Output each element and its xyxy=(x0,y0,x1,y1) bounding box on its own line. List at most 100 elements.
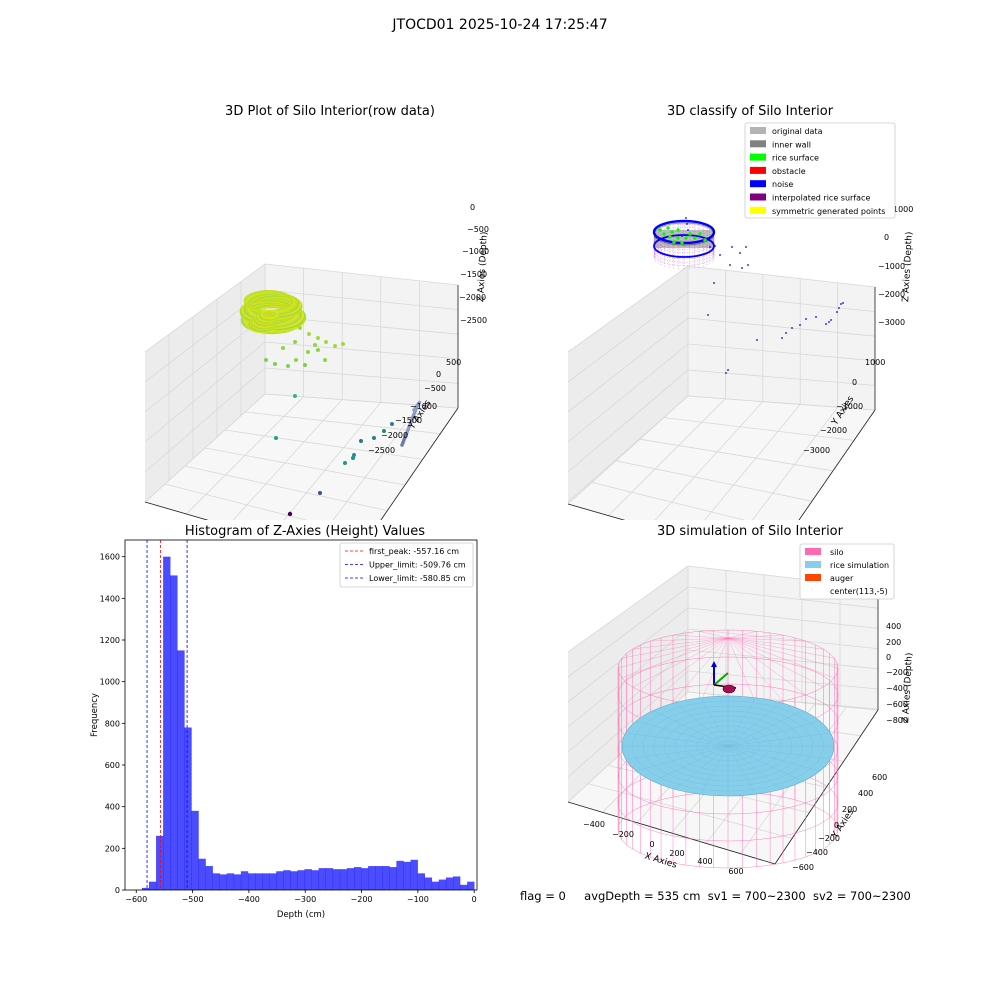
p3-y-tick-label: 200 xyxy=(105,844,120,853)
p1-axis-line xyxy=(144,501,209,520)
p2-noise-point xyxy=(805,318,807,320)
p4-legend-swatch xyxy=(805,548,821,555)
p2-pane-floor xyxy=(568,396,875,520)
p2-noise-point xyxy=(739,252,741,254)
p4-legend-label: rice simulation xyxy=(830,561,889,570)
p3-y-tick-label: 1400 xyxy=(100,594,120,603)
silo-wire xyxy=(727,637,839,669)
p4-x-tick-label: 200 xyxy=(669,849,684,858)
p2-noise-point xyxy=(729,264,731,266)
histogram-bar xyxy=(233,874,242,890)
p1-scatter-point xyxy=(281,346,285,350)
histogram-bar xyxy=(304,869,312,890)
p1-scatter-point xyxy=(274,436,278,440)
silo-wire xyxy=(650,637,729,642)
p2-noise-point xyxy=(781,337,783,339)
histogram-bar xyxy=(339,869,348,890)
rice-simulation-mesh xyxy=(636,720,729,747)
p1-scatter-point xyxy=(417,400,422,405)
histogram-bar xyxy=(156,835,164,890)
p2-z-tick-label: −2000 xyxy=(878,290,905,299)
p4-gridline xyxy=(567,670,689,778)
histogram-bar xyxy=(375,866,383,890)
p4-z-tick-label: −800 xyxy=(886,716,908,725)
p2-noise-point xyxy=(838,307,840,309)
p1-z-tick-label: −2000 xyxy=(459,293,486,302)
p1-scatter-point xyxy=(343,461,347,465)
p2-gridline xyxy=(567,317,689,413)
silo-wire xyxy=(672,637,729,702)
rice-simulation-mesh xyxy=(727,710,804,747)
p4-legend-label: auger xyxy=(830,574,854,583)
p2-interpolated-surface xyxy=(653,239,715,263)
p2-rice-surface-point xyxy=(658,228,662,232)
p2-noise-point xyxy=(741,267,743,269)
p2-legend-swatch xyxy=(750,206,766,214)
p4-gridline xyxy=(687,607,879,629)
p4-x-tick-label: 600 xyxy=(728,867,743,876)
histogram-bar xyxy=(353,867,362,890)
axis-arrow-z xyxy=(711,661,717,667)
p1-y-tick-label: −2000 xyxy=(381,431,408,440)
p4-y-tick-label: 600 xyxy=(872,773,887,782)
rice-simulation-mesh xyxy=(727,745,804,782)
p2-legend-label: obstacle xyxy=(772,167,806,176)
rice-simulation-mesh xyxy=(674,702,729,747)
p2-z-tick-label: −1000 xyxy=(878,262,905,271)
p4-z-tick-label: −400 xyxy=(886,684,908,693)
p4-x-tick-label: −200 xyxy=(612,830,634,839)
p2-rice-surface-point xyxy=(698,232,702,236)
p2-rice-surface-point xyxy=(670,230,674,234)
p2-noise-point xyxy=(714,245,716,247)
histogram-bar xyxy=(240,871,249,890)
p1-y-tick-label: −1500 xyxy=(395,416,422,425)
silo-wire xyxy=(621,637,729,679)
p2-gridline xyxy=(687,343,876,362)
histogram-bar xyxy=(452,876,461,890)
histogram-bar xyxy=(460,884,468,890)
histogram-bar xyxy=(297,870,305,890)
p1-pane-left xyxy=(145,264,265,502)
silo-wire xyxy=(632,637,729,688)
p2-gridline xyxy=(567,343,689,443)
p1-axis-line xyxy=(380,407,459,520)
auger xyxy=(722,684,736,694)
p1-gridline xyxy=(264,393,459,409)
silo-wire xyxy=(727,631,757,639)
histogram-bar xyxy=(170,575,178,890)
p1-scatter-point xyxy=(351,456,355,460)
p1-y-tick-label: −1000 xyxy=(410,402,437,411)
sv1-text: sv1 = 700~2300 xyxy=(707,889,806,903)
p1-scatter-point xyxy=(323,358,327,362)
p4-z-tick-label: 200 xyxy=(886,638,901,647)
silo-wire xyxy=(699,631,729,639)
histogram-bar xyxy=(226,873,235,890)
p4-z-axis-label: Z Axies (Depth) xyxy=(901,652,915,723)
p4-x-tick-label: 0 xyxy=(649,840,654,849)
p4-axis-line xyxy=(774,709,879,865)
p2-rice-surface-point xyxy=(693,236,697,240)
p3-x-tick-label: −100 xyxy=(407,895,429,904)
p2-rice-surface-point xyxy=(676,228,680,232)
histogram-bar xyxy=(445,877,454,890)
histogram-bar xyxy=(424,877,433,890)
p1-scatter-point xyxy=(303,363,307,367)
p1-gridline xyxy=(264,289,459,310)
histogram-bar xyxy=(467,881,475,890)
p1-scatter-point xyxy=(294,358,298,362)
p4-y-tick-label: −200 xyxy=(818,834,840,843)
p2-noise-rim xyxy=(653,234,715,258)
histogram-bar xyxy=(141,887,150,890)
p2-gridline xyxy=(687,395,876,411)
sv2-text: sv2 = 700~2300 xyxy=(812,889,911,903)
histogram-bar xyxy=(290,871,298,890)
p2-legend-swatch xyxy=(750,140,766,148)
p1-gridline xyxy=(144,315,266,413)
p2-gridline xyxy=(687,291,876,312)
rice-simulation-mesh xyxy=(727,745,756,795)
p3-legend-label: Lower_limit: -580.85 cm xyxy=(369,574,466,583)
rice-simulation-mesh xyxy=(625,745,729,760)
p3-x-tick-label: −200 xyxy=(351,895,373,904)
p1-scatter-point xyxy=(264,358,268,362)
histogram-bar xyxy=(163,556,171,890)
